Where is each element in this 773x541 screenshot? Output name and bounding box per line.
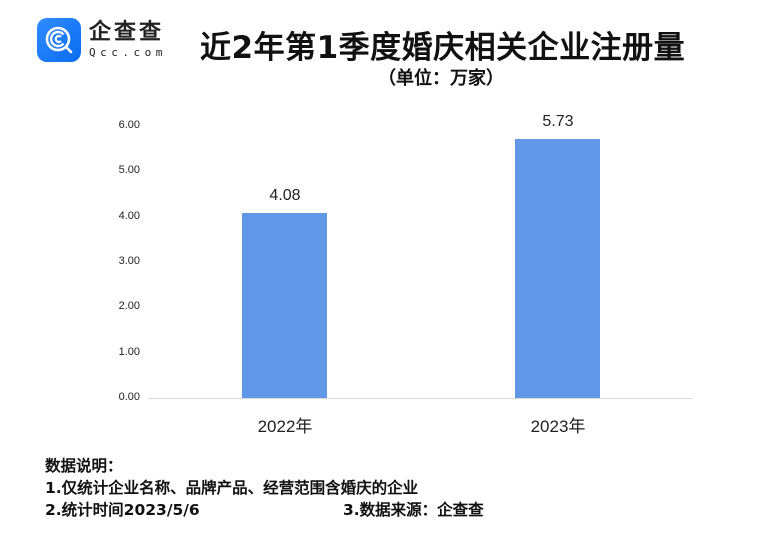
x-axis-line	[148, 398, 693, 399]
bar-2022	[242, 213, 327, 398]
note-scope: 1.仅统计企业名称、品牌产品、经营范围含婚庆的企业	[45, 479, 419, 497]
bar-2023	[515, 139, 600, 398]
chart-unit: （单位：万家）	[378, 68, 504, 89]
notes-heading: 数据说明：	[45, 457, 123, 475]
y-tick: 5.00	[118, 164, 140, 176]
brand-logo: 企查查 Qcc.com	[37, 18, 167, 62]
logo-name: 企查查	[89, 20, 165, 45]
x-tick: 2023年	[530, 417, 586, 436]
bar-value-label: 4.08	[269, 187, 301, 204]
note-source: 3.数据来源：企查查	[343, 501, 484, 519]
y-tick: 2.00	[118, 300, 140, 312]
y-tick: 1.00	[118, 346, 140, 358]
bar-value-label: 5.73	[542, 113, 574, 130]
y-tick: 4.00	[118, 210, 140, 222]
y-tick: 6.00	[118, 119, 140, 131]
y-tick: 3.00	[118, 255, 140, 267]
x-tick: 2022年	[257, 417, 313, 436]
qcc-logo-icon	[37, 18, 81, 62]
note-date: 2.统计时间2023/5/6	[45, 501, 200, 519]
chart-title: 近2年第1季度婚庆相关企业注册量	[200, 30, 686, 66]
y-tick: 0.00	[118, 391, 140, 403]
logo-domain: Qcc.com	[89, 46, 167, 59]
data-notes: 数据说明： 1.仅统计企业名称、品牌产品、经营范围含婚庆的企业 2.统计时间20…	[45, 455, 484, 521]
